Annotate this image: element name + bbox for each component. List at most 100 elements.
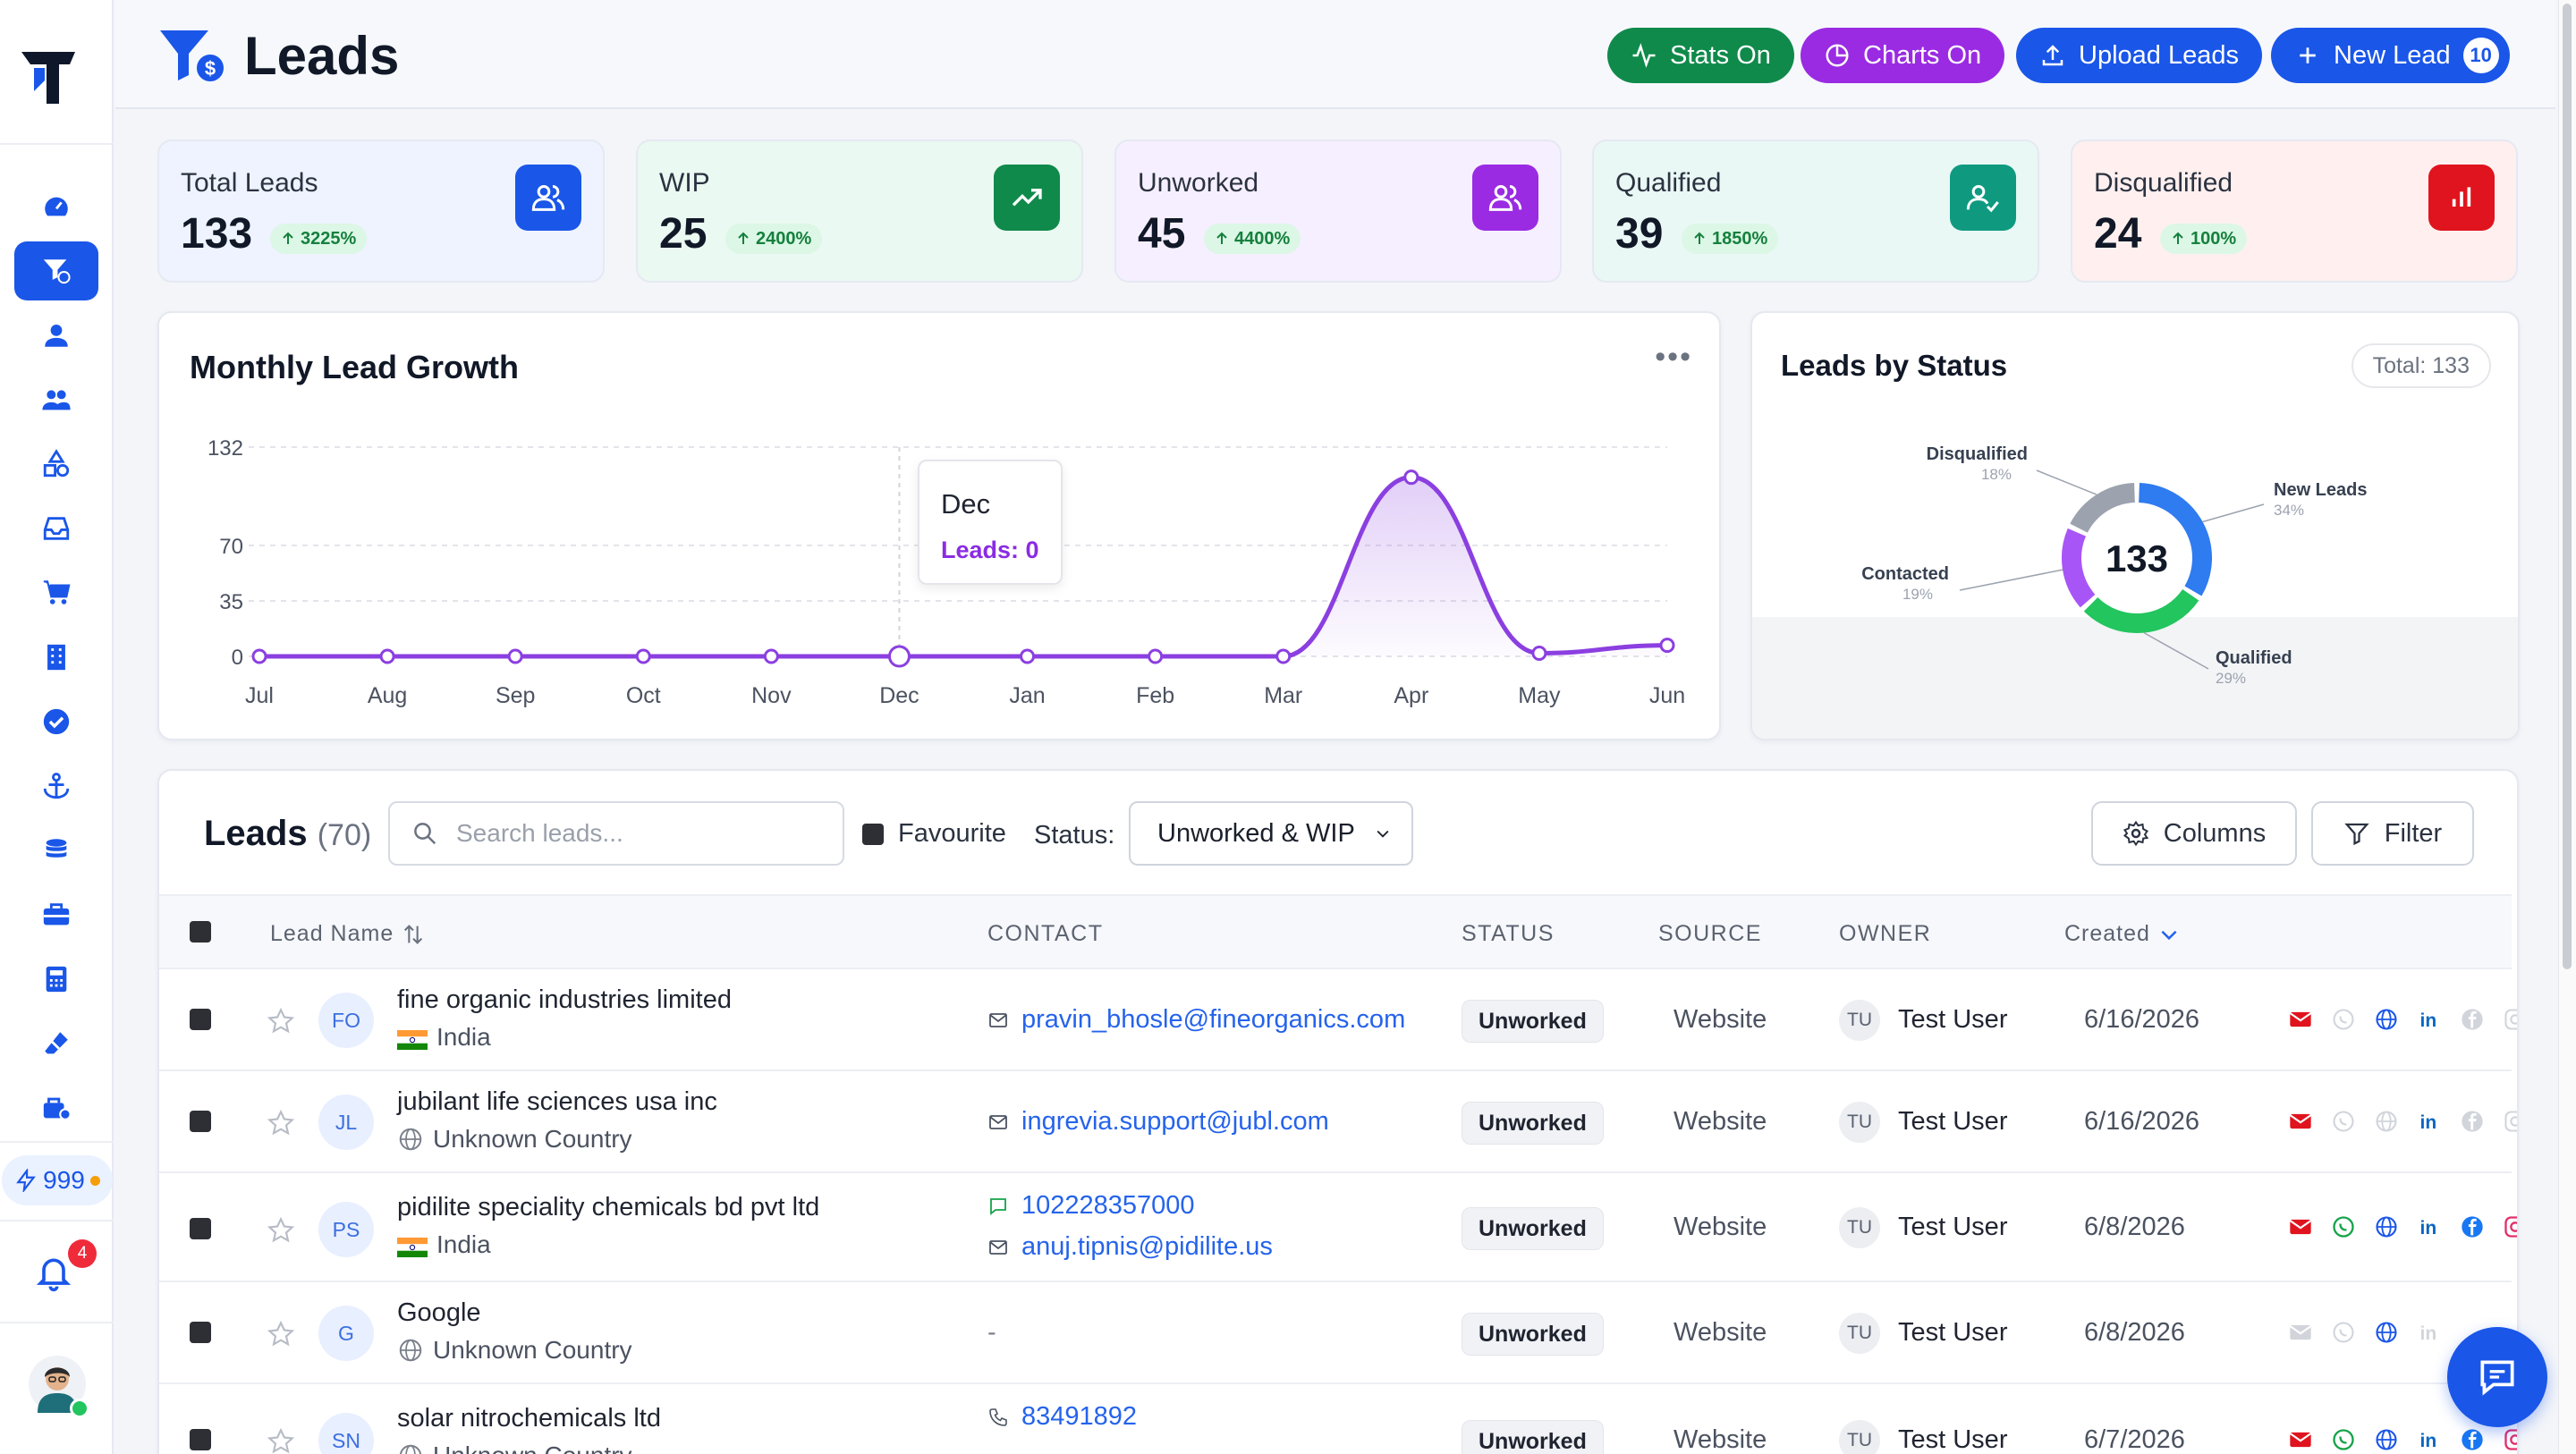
favourite-filter[interactable]: Favourite — [862, 819, 1006, 849]
gmail-icon[interactable] — [2288, 1214, 2313, 1239]
stats-toggle-button[interactable]: Stats On — [1607, 28, 1794, 83]
nav-toolbox[interactable] — [14, 885, 98, 944]
whatsapp-icon[interactable] — [2331, 1007, 2356, 1032]
table-row[interactable]: FO fine organic industries limited India… — [159, 969, 2517, 1071]
th-lead-name[interactable]: Lead Name — [270, 921, 426, 947]
facebook-icon[interactable] — [2460, 1214, 2485, 1239]
lead-email[interactable]: anuj.tipnis@pidilite.us — [987, 1232, 1273, 1262]
lead-created: 6/8/2026 — [2084, 1213, 2185, 1241]
nav-orders[interactable] — [14, 563, 98, 622]
gmail-icon[interactable] — [2288, 1109, 2313, 1134]
lead-email[interactable]: pravin_bhosle@fineorganics.com — [987, 1005, 1405, 1035]
facebook-icon[interactable] — [2460, 1007, 2485, 1032]
linkedin-icon[interactable]: in — [2417, 1214, 2442, 1239]
nav-teams[interactable] — [14, 370, 98, 429]
lead-name[interactable]: Google — [397, 1298, 481, 1327]
linkedin-icon[interactable]: in — [2417, 1427, 2442, 1452]
gmail-icon[interactable] — [2288, 1427, 2313, 1452]
instagram-icon[interactable] — [2503, 1214, 2517, 1239]
globe-icon[interactable] — [2374, 1320, 2399, 1345]
whatsapp-icon[interactable] — [2331, 1427, 2356, 1452]
select-all-checkbox[interactable] — [190, 921, 211, 943]
new-lead-button[interactable]: New Lead 10 — [2271, 28, 2510, 83]
row-checkbox[interactable] — [190, 1009, 211, 1030]
growth-chart: 0 35 70 132 Jul Aug Sep Oct Nov Dec Jan Feb Mar Apr Ma… — [208, 436, 1685, 708]
lead-phone[interactable]: 83491892 — [987, 1402, 1137, 1432]
nav-shapes[interactable] — [14, 435, 98, 494]
more-options-icon[interactable]: ••• — [1655, 340, 1692, 374]
status-select[interactable]: Unworked & WIP — [1129, 801, 1413, 866]
filter-button[interactable]: Filter — [2311, 801, 2474, 866]
scrollbar-thumb[interactable] — [2563, 4, 2572, 969]
row-checkbox[interactable] — [190, 1218, 211, 1239]
page-scrollbar[interactable] — [2558, 0, 2576, 1454]
nav-companies[interactable] — [14, 628, 98, 687]
nav-tools[interactable] — [14, 1014, 98, 1073]
lead-email[interactable]: ingrevia.support@jubl.com — [987, 1107, 1329, 1137]
lead-name[interactable]: fine organic industries limited — [397, 985, 732, 1014]
globe-icon[interactable] — [2374, 1007, 2399, 1032]
gmail-icon[interactable] — [2288, 1007, 2313, 1032]
lead-name[interactable]: jubilant life sciences usa inc — [397, 1087, 717, 1116]
linkedin-icon[interactable]: in — [2417, 1007, 2442, 1032]
table-row[interactable]: SN solar nitrochemicals ltd Unknown Coun… — [159, 1384, 2517, 1454]
row-checkbox[interactable] — [190, 1429, 211, 1450]
instagram-icon[interactable] — [2503, 1109, 2517, 1134]
instagram-icon[interactable] — [2503, 1007, 2517, 1032]
stat-card-qualified[interactable]: Qualified 39 1850% — [1592, 139, 2039, 283]
nav-calculator[interactable] — [14, 950, 98, 1009]
nav-contacts[interactable] — [14, 306, 98, 365]
star-icon[interactable] — [267, 1320, 295, 1348]
data-point — [251, 648, 267, 664]
search-input[interactable] — [456, 819, 814, 848]
globe-icon[interactable] — [2374, 1109, 2399, 1134]
charts-toggle-button[interactable]: Charts On — [1801, 28, 2005, 83]
y-tick-label: 0 — [232, 646, 243, 670]
credits-badge[interactable]: 999 — [2, 1155, 113, 1205]
table-row[interactable]: G Google Unknown Country - Unworked Webs… — [159, 1282, 2512, 1384]
row-checkbox[interactable] — [190, 1322, 211, 1343]
upload-leads-button[interactable]: Upload Leads — [2016, 28, 2262, 83]
facebook-icon[interactable] — [2460, 1427, 2485, 1452]
stat-card-total-leads[interactable]: Total Leads 133 3225% — [157, 139, 605, 283]
globe-icon[interactable] — [2374, 1214, 2399, 1239]
nav-anchor[interactable] — [14, 757, 98, 816]
favourite-checkbox[interactable] — [862, 823, 884, 845]
stat-trend-value: 3225% — [301, 228, 357, 249]
lead-phone[interactable]: 102228357000 — [987, 1191, 1195, 1221]
linkedin-icon[interactable]: in — [2417, 1320, 2442, 1345]
columns-button[interactable]: Columns — [2091, 801, 2297, 866]
nav-settings-kit[interactable] — [14, 1078, 98, 1137]
table-row[interactable]: JL jubilant life sciences usa inc Unknow… — [159, 1071, 2517, 1173]
table-row[interactable]: PS pidilite speciality chemicals bd pvt … — [159, 1173, 2517, 1282]
row-checkbox[interactable] — [190, 1111, 211, 1132]
nav-leads[interactable] — [14, 241, 98, 300]
linkedin-icon[interactable]: in — [2417, 1109, 2442, 1134]
stat-card-wip[interactable]: WIP 25 2400% — [636, 139, 1083, 283]
nav-inbox[interactable] — [14, 499, 98, 558]
facebook-icon[interactable] — [2460, 1109, 2485, 1134]
lead-name[interactable]: pidilite speciality chemicals bd pvt ltd — [397, 1193, 820, 1222]
lead-name[interactable]: solar nitrochemicals ltd — [397, 1404, 661, 1433]
whatsapp-icon[interactable] — [2331, 1214, 2356, 1239]
star-icon[interactable] — [267, 1007, 295, 1036]
search-box[interactable] — [388, 801, 844, 866]
whatsapp-icon[interactable] — [2331, 1320, 2356, 1345]
th-created[interactable]: Created — [2064, 921, 2181, 947]
star-icon[interactable] — [267, 1427, 295, 1454]
chat-fab-button[interactable] — [2447, 1327, 2547, 1427]
star-icon[interactable] — [267, 1109, 295, 1137]
instagram-icon[interactable] — [2503, 1427, 2517, 1452]
nav-tasks[interactable] — [14, 692, 98, 751]
gmail-icon[interactable] — [2288, 1320, 2313, 1345]
user-avatar[interactable] — [29, 1356, 89, 1418]
nav-dashboard[interactable] — [14, 178, 98, 237]
nav-finance[interactable] — [14, 821, 98, 880]
whatsapp-icon[interactable] — [2331, 1109, 2356, 1134]
stat-card-disqualified[interactable]: Disqualified 24 100% — [2071, 139, 2518, 283]
globe-icon[interactable] — [2374, 1427, 2399, 1452]
notifications-button[interactable]: 4 — [34, 1239, 97, 1298]
stat-card-unworked[interactable]: Unworked 45 4400% — [1114, 139, 1562, 283]
app-logo[interactable] — [18, 45, 82, 109]
star-icon[interactable] — [267, 1216, 295, 1245]
